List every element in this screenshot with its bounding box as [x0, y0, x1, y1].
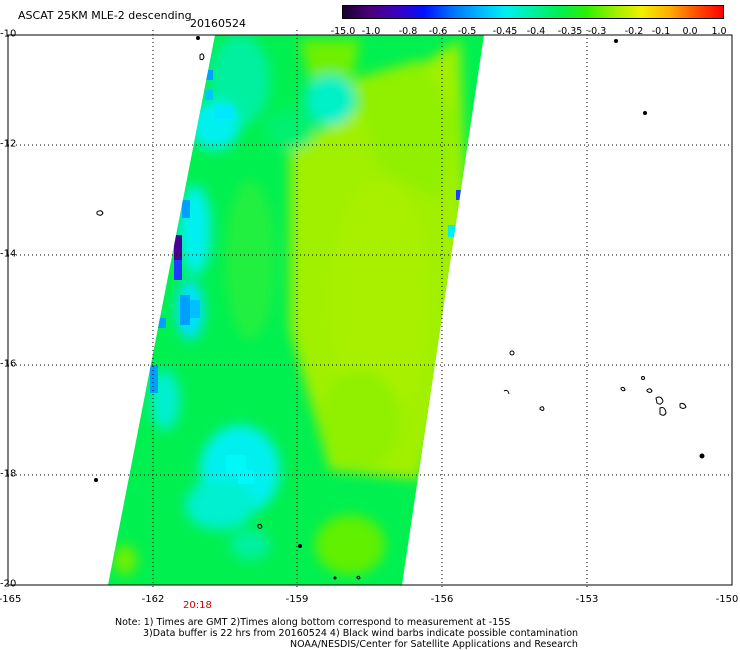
map-date: 20160524 [190, 17, 246, 30]
y-tick-label: -10 [0, 28, 17, 40]
colorbar-label: -0.8 [398, 26, 418, 37]
colorbar-label: 1.0 [711, 26, 727, 37]
pass-time-label: 20:18 [183, 600, 212, 611]
x-tick-label: -156 [430, 594, 454, 605]
footnote-line-2: 3)Data buffer is 22 hrs from 20160524 4)… [143, 628, 579, 639]
footnote-line-1: Note: 1) Times are GMT 2)Times along bot… [115, 617, 511, 628]
colorbar-label: -1.0 [361, 26, 381, 37]
colorbar [342, 5, 724, 19]
colorbar-label: -0.6 [428, 26, 448, 37]
colorbar-label: 0.0 [682, 26, 698, 37]
colorbar-label: -15.0 [330, 26, 356, 37]
y-tick-label: -16 [0, 358, 17, 370]
map-title: ASCAT 25KM MLE-2 descending [18, 9, 192, 22]
colorbar-label: -0.3 [587, 26, 607, 37]
graticule [8, 30, 732, 588]
x-tick-label: -159 [285, 594, 309, 605]
y-tick-label: -20 [0, 578, 17, 590]
colorbar-label: -0.2 [624, 26, 644, 37]
x-tick-label: -162 [141, 594, 165, 605]
colorbar-label: -0.5 [457, 26, 477, 37]
colorbar-label: -0.4 [526, 26, 546, 37]
ascat-swath [108, 35, 484, 585]
y-tick-label: -12 [0, 138, 17, 150]
x-tick-label: -153 [575, 594, 599, 605]
colorbar-label: -0.1 [651, 26, 671, 37]
x-tick-label: -150 [715, 594, 739, 605]
x-tick-label: -165 [0, 594, 22, 605]
y-tick-label: -14 [0, 248, 17, 260]
island-outlines [94, 36, 705, 580]
footnote-credit: NOAA/NESDIS/Center for Satellite Applica… [290, 639, 578, 650]
colorbar-label: -0.45 [492, 26, 518, 37]
y-tick-label: -18 [0, 468, 17, 480]
colorbar-label: -0.35 [557, 26, 583, 37]
plot-frame [7, 34, 733, 586]
